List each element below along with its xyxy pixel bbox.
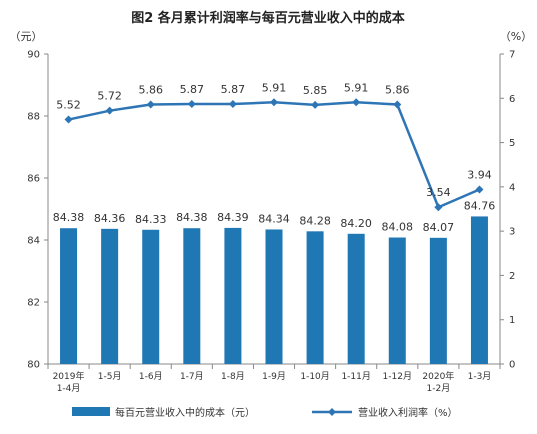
left-tick-label: 86: [27, 174, 40, 185]
bar-value-label: 84.36: [94, 212, 126, 225]
line-value-label: 5.72: [97, 90, 122, 103]
x-tick-label: 1-6月: [139, 371, 163, 382]
bar-value-label: 84.38: [53, 211, 85, 224]
bar: [142, 229, 160, 364]
x-tick-label: 1-5月: [98, 371, 122, 382]
right-tick-label: 0: [509, 360, 515, 371]
bar-value-label: 84.39: [217, 211, 249, 224]
line-point: [187, 100, 196, 109]
line-point: [228, 100, 237, 109]
x-tick-label: 1-8月: [221, 371, 245, 382]
line-value-label: 5.87: [180, 83, 205, 96]
line-point: [475, 185, 484, 194]
bar: [429, 237, 447, 364]
line-point: [146, 100, 155, 109]
bar: [101, 228, 119, 364]
bar: [183, 228, 201, 364]
x-tick-label: 1-4月: [57, 383, 81, 394]
right-tick-label: 4: [509, 182, 515, 193]
x-tick-label: 2020年: [422, 370, 454, 382]
left-axis-unit: （元）: [10, 30, 43, 43]
right-tick-label: 1: [509, 315, 515, 326]
legend-bar-swatch: [72, 407, 110, 416]
bar: [60, 228, 78, 364]
chart-title: 图2 各月累计利润率与每百元营业收入中的成本: [131, 10, 405, 26]
bar: [388, 237, 406, 364]
line-point: [393, 100, 402, 109]
line-point: [270, 98, 278, 107]
line-value-label: 5.86: [138, 83, 163, 96]
legend-bar-label: 每百元营业收入中的成本（元）: [115, 406, 255, 419]
x-tick-label: 1-9月: [262, 371, 286, 382]
line-point: [105, 106, 114, 115]
right-tick-label: 7: [509, 50, 515, 61]
bar-value-label: 84.33: [135, 213, 167, 226]
line-point: [434, 203, 443, 212]
left-tick-label: 90: [27, 50, 40, 61]
bar-value-label: 84.38: [176, 211, 208, 224]
x-tick-label: 1-7月: [180, 371, 204, 382]
line-value-label: 5.52: [56, 99, 81, 112]
x-tick-label: 1-3月: [468, 371, 492, 382]
legend-line-marker: [328, 408, 336, 416]
line-point: [352, 98, 361, 107]
bar: [265, 229, 283, 364]
line-point: [64, 115, 73, 124]
line-value-label: 5.86: [385, 83, 410, 96]
bar-value-label: 84.76: [464, 199, 496, 212]
x-tick-label: 1-11月: [341, 371, 370, 382]
line-value-label: 5.91: [344, 81, 369, 94]
x-tick-label: 1-2月: [427, 383, 451, 394]
line-value-label: 5.87: [221, 83, 246, 96]
bar: [347, 233, 365, 364]
right-tick-label: 6: [509, 94, 515, 105]
left-tick-label: 84: [27, 236, 40, 247]
left-tick-label: 80: [27, 360, 40, 371]
bar: [306, 231, 324, 364]
left-tick-label: 82: [27, 298, 40, 309]
bar: [224, 227, 242, 364]
line-value-label: 5.85: [303, 84, 328, 97]
x-tick-label: 1-10月: [300, 371, 329, 382]
legend: 每百元营业收入中的成本（元） 营业收入利润率（%）: [72, 406, 458, 419]
right-tick-label: 3: [509, 227, 515, 238]
line-series: [68, 101, 480, 209]
bar-value-label: 84.08: [382, 221, 414, 234]
bar: [470, 216, 488, 364]
line-value-label: 3.54: [426, 186, 451, 199]
bar-value-label: 84.07: [423, 221, 455, 234]
x-tick-label: 1-12月: [383, 371, 412, 382]
line-value-label: 5.91: [262, 81, 287, 94]
x-tick-label: 2019年: [53, 370, 85, 382]
right-axis-unit: （%）: [500, 30, 532, 43]
right-tick-label: 5: [509, 138, 515, 149]
bar-value-label: 84.28: [299, 214, 331, 227]
line-value-label: 3.94: [467, 169, 492, 182]
bar-value-label: 84.34: [258, 212, 290, 225]
bar-value-label: 84.20: [340, 217, 372, 230]
right-tick-label: 2: [509, 271, 515, 282]
line-point: [311, 100, 320, 109]
legend-line-label: 营业收入利润率（%）: [358, 406, 458, 419]
left-tick-label: 88: [27, 112, 40, 123]
